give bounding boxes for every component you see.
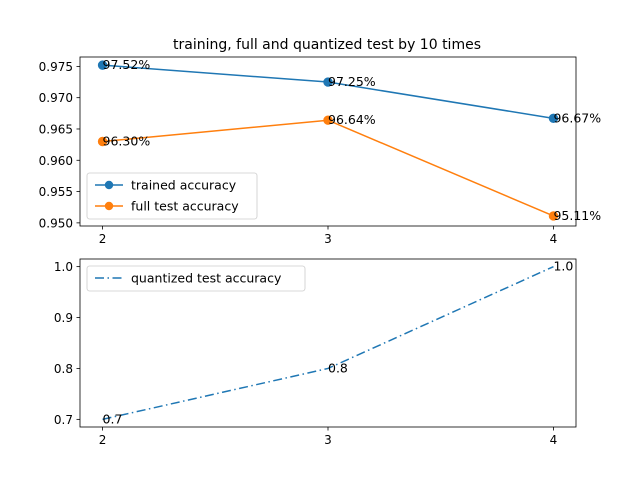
top-subplot: 2 3 4 0.950 0.955 0.960 0.965 0.970 0.975 97.52% 9… xyxy=(39,56,601,246)
x-tick-label: 4 xyxy=(550,433,558,447)
data-label: 1.0 xyxy=(553,259,573,274)
x-tick-label: 2 xyxy=(99,433,107,447)
y-tick-label: 0.9 xyxy=(54,311,73,325)
data-label: 96.67% xyxy=(553,110,601,125)
legend-swatch-marker xyxy=(104,201,114,211)
x-tick-label: 2 xyxy=(99,232,107,246)
data-point xyxy=(97,136,108,147)
x-tick-label: 3 xyxy=(324,433,332,447)
y-tick-label: 0.975 xyxy=(39,60,73,74)
legend-box xyxy=(86,265,306,292)
legend-entry: trained accuracy xyxy=(131,178,237,193)
series-line-1 xyxy=(102,265,554,421)
y-tick-label: 0.955 xyxy=(39,185,73,199)
data-label: 95.11% xyxy=(553,208,601,223)
legend-entry: full test accuracy xyxy=(131,199,239,214)
y-tick-label: 0.8 xyxy=(54,362,73,376)
legend-swatch-marker xyxy=(104,180,114,190)
data-point xyxy=(323,115,333,125)
data-label: 97.52% xyxy=(103,57,151,72)
x-tick-label: 3 xyxy=(324,232,332,246)
legend: trained accuracy full test accuracy xyxy=(86,172,258,220)
y-tick-label: 0.970 xyxy=(39,91,73,105)
legend-entry: quantized test accuracy xyxy=(131,271,282,286)
data-label: 97.25% xyxy=(328,74,376,89)
bottom-subplot: 2 3 4 0.7 0.8 0.9 1.0 0.7 0.8 1.0 quantized test a… xyxy=(54,258,577,447)
data-point xyxy=(97,60,108,70)
y-tick-label: 1.0 xyxy=(54,260,73,274)
data-point xyxy=(548,113,559,124)
legend-box xyxy=(86,172,258,220)
legend: quantized test accuracy xyxy=(86,265,306,292)
data-label: 0.8 xyxy=(328,360,348,375)
x-tick-label: 4 xyxy=(550,232,558,246)
data-point xyxy=(323,77,333,87)
chart-title: training, full and quantized test by 10 … xyxy=(173,37,481,53)
data-label: 96.30% xyxy=(103,134,151,149)
y-tick-label: 0.960 xyxy=(39,154,73,168)
y-tick-label: 0.7 xyxy=(54,413,73,427)
y-tick-label: 0.950 xyxy=(39,216,73,230)
y-tick-label: 0.965 xyxy=(39,122,73,136)
data-label: 96.64% xyxy=(328,112,376,127)
data-label: 0.7 xyxy=(103,411,123,426)
data-point xyxy=(548,211,559,221)
